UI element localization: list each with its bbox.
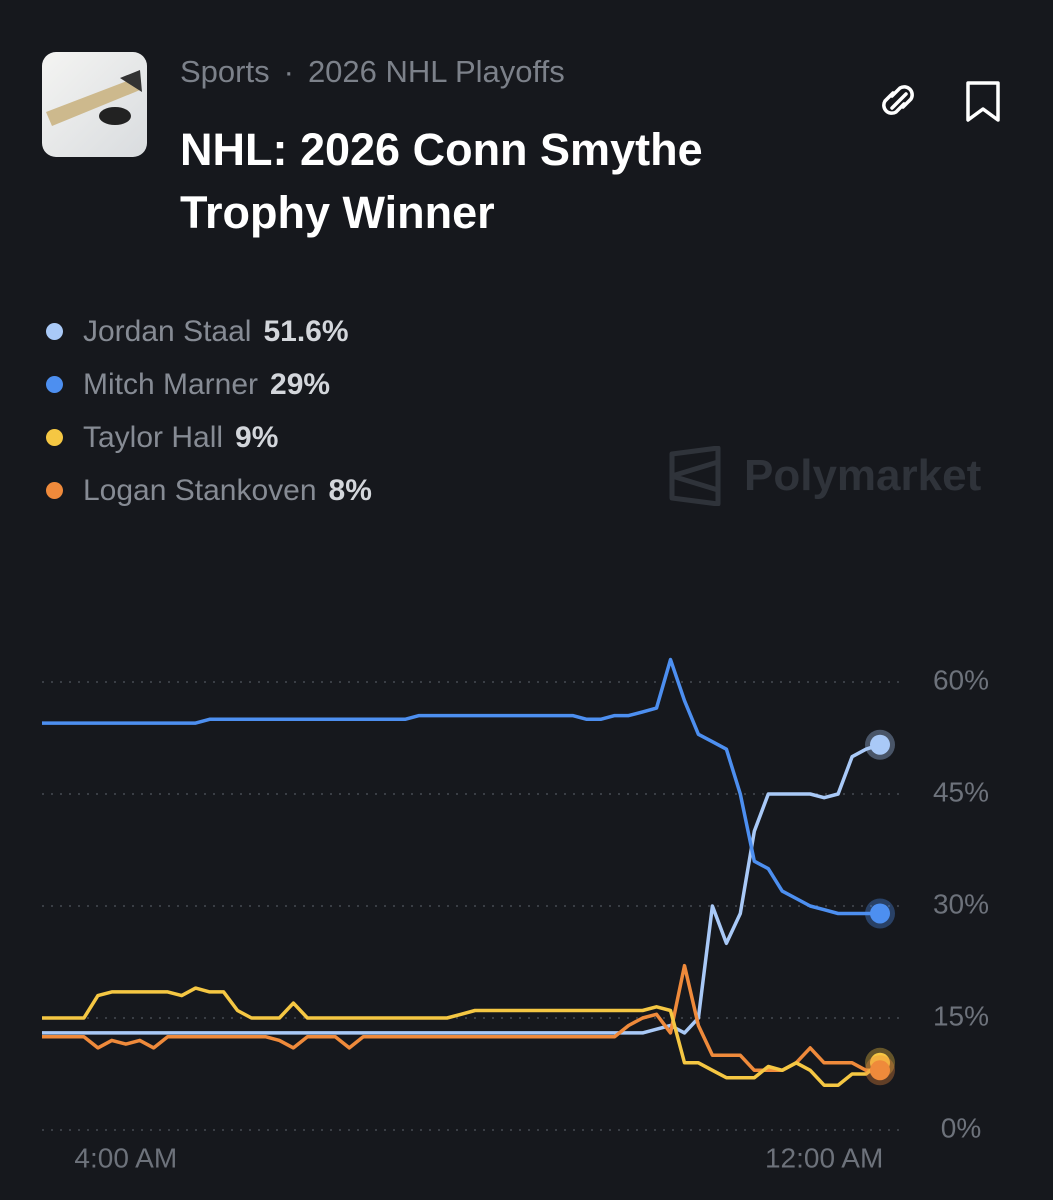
- legend-swatch: [46, 323, 63, 340]
- legend-swatch: [46, 482, 63, 499]
- legend-item: Mitch Marner 29%: [42, 358, 372, 411]
- thumbnail: [42, 52, 147, 157]
- y-tick-label: 0%: [941, 1112, 981, 1143]
- link-button[interactable]: [882, 85, 914, 115]
- legend-item: Taylor Hall 9%: [42, 411, 372, 464]
- category[interactable]: Sports: [180, 54, 270, 89]
- series-line: [42, 743, 881, 1035]
- x-tick-label: 4:00 AM: [74, 1142, 177, 1173]
- legend-value: 51.6%: [263, 314, 349, 348]
- legend-name: Jordan Staal: [83, 314, 252, 348]
- legend-swatch: [46, 376, 63, 393]
- y-tick-label: 15%: [933, 1000, 989, 1031]
- breadcrumb: Sports · 2026 NHL Playoffs: [180, 54, 565, 89]
- legend-name: Mitch Marner: [83, 367, 259, 401]
- end-point: [870, 1060, 890, 1081]
- legend-value: 8%: [328, 473, 372, 507]
- y-tick-label: 45%: [933, 776, 989, 807]
- legend-name: Logan Stankoven: [83, 473, 317, 507]
- watermark: Polymarket: [668, 446, 981, 506]
- end-point: [870, 903, 890, 924]
- legend-value: 9%: [235, 420, 279, 454]
- y-tick-label: 60%: [933, 664, 989, 695]
- series-line: [42, 657, 880, 916]
- x-tick-label: 12:00 AM: [765, 1142, 883, 1173]
- actions: [882, 81, 1000, 122]
- watermark-text: Polymarket: [744, 451, 982, 500]
- legend-item: Jordan Staal 51.6%: [42, 305, 372, 358]
- market-title: NHL: 2026 Conn Smythe Trophy Winner: [180, 124, 703, 238]
- legend-value: 29%: [270, 367, 331, 401]
- subcategory[interactable]: 2026 NHL Playoffs: [307, 54, 565, 89]
- y-tick-label: 30%: [933, 888, 989, 919]
- legend-item: Logan Stankoven 8%: [42, 464, 372, 517]
- series-line: [42, 986, 882, 1087]
- legend: Jordan Staal 51.6% Mitch Marner 29% Taylor H…: [42, 305, 372, 517]
- end-point: [870, 734, 890, 755]
- series-line: [42, 963, 880, 1073]
- legend-swatch: [46, 429, 63, 446]
- legend-name: Taylor Hall: [83, 420, 224, 454]
- bookmark-button[interactable]: [966, 81, 1000, 122]
- watermark-logo: [669, 446, 721, 506]
